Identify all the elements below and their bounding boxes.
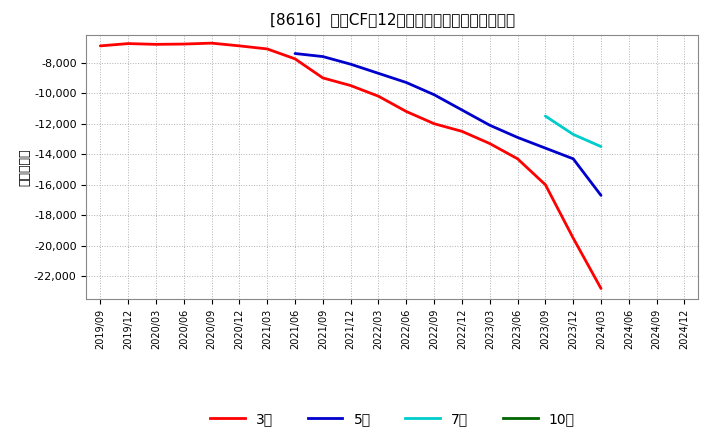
3年 [346, 83, 355, 88]
3年 [597, 286, 606, 291]
5年 [318, 54, 327, 59]
3年 [569, 235, 577, 241]
3年 [541, 182, 550, 187]
3年 [207, 40, 216, 46]
7年 [569, 132, 577, 137]
3年 [235, 43, 243, 48]
3年 [263, 46, 271, 51]
3年 [96, 43, 104, 48]
5年 [291, 51, 300, 56]
5年 [346, 62, 355, 67]
5年 [458, 107, 467, 113]
5年 [402, 80, 410, 85]
5年 [597, 193, 606, 198]
Line: 5年: 5年 [295, 54, 601, 195]
5年 [569, 156, 577, 161]
3年 [513, 156, 522, 161]
3年 [124, 41, 132, 46]
7年 [541, 114, 550, 119]
3年 [458, 128, 467, 134]
Y-axis label: （百万円）: （百万円） [18, 148, 31, 186]
3年 [402, 109, 410, 114]
Line: 3年: 3年 [100, 43, 601, 289]
5年 [513, 135, 522, 140]
3年 [318, 75, 327, 81]
7年 [597, 144, 606, 149]
Line: 7年: 7年 [546, 116, 601, 147]
Legend: 3年, 5年, 7年, 10年: 3年, 5年, 7年, 10年 [204, 407, 580, 432]
3年 [485, 141, 494, 146]
3年 [291, 56, 300, 62]
5年 [541, 146, 550, 151]
3年 [152, 42, 161, 47]
3年 [179, 41, 188, 47]
5年 [374, 71, 383, 76]
5年 [430, 92, 438, 97]
Title: [8616]  投資CFだ12か月移動合計の平均値の推移: [8616] 投資CFだ12か月移動合計の平均値の推移 [270, 12, 515, 27]
5年 [485, 123, 494, 128]
3年 [430, 121, 438, 126]
3年 [374, 94, 383, 99]
